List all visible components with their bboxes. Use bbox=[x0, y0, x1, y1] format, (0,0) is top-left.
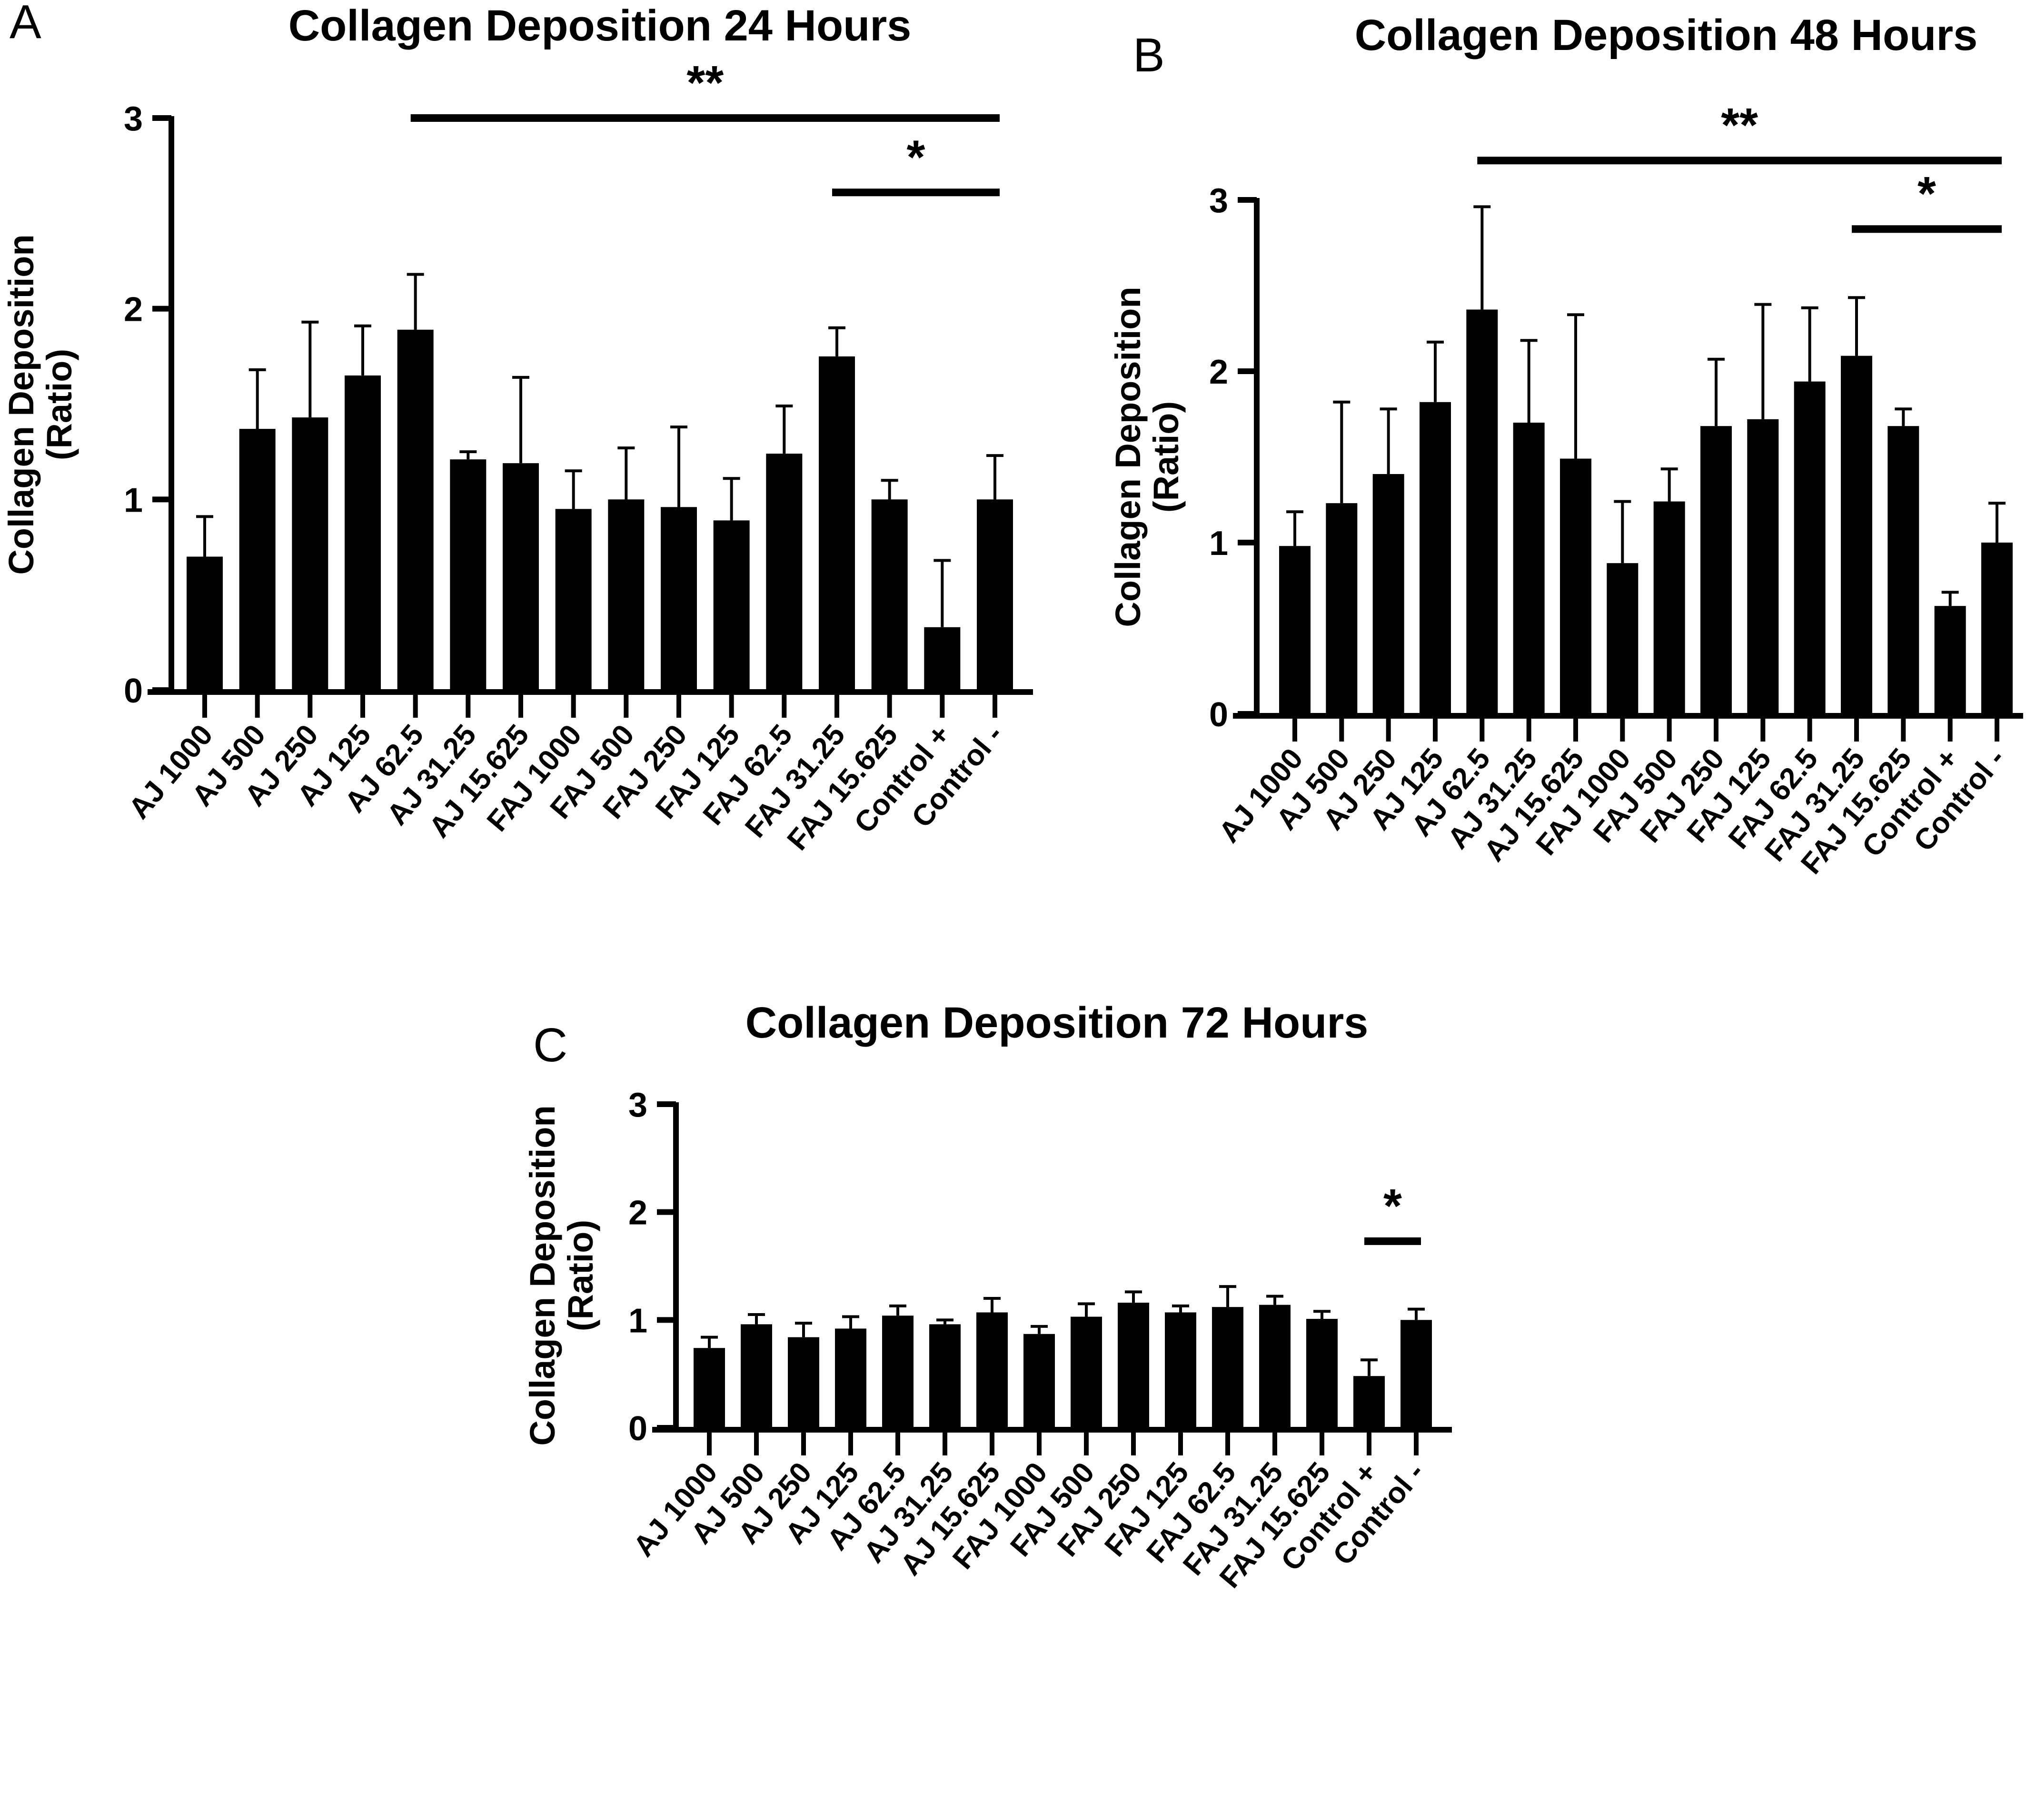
panel-b-letter: B bbox=[1133, 29, 1165, 82]
panel-c-ylabel-line2: (Ratio) bbox=[561, 1220, 600, 1331]
panel-a-bar bbox=[555, 509, 592, 690]
panel-b-bar bbox=[1279, 546, 1311, 714]
panel-a-bar bbox=[661, 507, 697, 690]
panel-b-bar bbox=[1700, 426, 1732, 714]
panel-c-bar bbox=[788, 1337, 819, 1428]
panel-c-bar bbox=[1259, 1305, 1291, 1428]
panel-c-bar bbox=[976, 1312, 1008, 1428]
panel-c-bar bbox=[1118, 1303, 1149, 1428]
panel-b-bar bbox=[1513, 423, 1545, 714]
panel-a-significance-label: ** bbox=[686, 56, 724, 109]
panel-b-bar bbox=[1887, 426, 1919, 714]
panel-a-bar bbox=[766, 454, 803, 690]
panel-c-bar bbox=[1400, 1320, 1432, 1428]
panel-c-letter: C bbox=[533, 1019, 567, 1072]
panel-c-bar bbox=[694, 1348, 725, 1428]
panel-a-bar bbox=[397, 329, 434, 690]
panel-b-significance-label: * bbox=[1917, 167, 1936, 220]
panel-c-significance-label: * bbox=[1383, 1179, 1402, 1233]
panel-c-y-tick-label: 3 bbox=[628, 1086, 647, 1124]
panel-a-letter: A bbox=[10, 0, 41, 49]
panel-a-bar bbox=[239, 429, 276, 690]
panel-a-bar bbox=[450, 459, 487, 690]
panel-c-title: Collagen Deposition 72 Hours bbox=[745, 999, 1369, 1047]
panel-b-y-tick-label: 0 bbox=[1209, 696, 1228, 734]
panel-b-ylabel-line2: (Ratio) bbox=[1146, 401, 1186, 513]
panel-c-bar bbox=[1023, 1334, 1055, 1428]
panel-b-bar bbox=[1794, 381, 1826, 714]
panel-b-bar bbox=[1607, 563, 1639, 714]
panel-c-bar bbox=[929, 1324, 961, 1428]
panel-b-bar bbox=[1326, 503, 1358, 714]
panel-c-bar bbox=[882, 1316, 914, 1428]
panel-c-y-tick-label: 0 bbox=[628, 1410, 647, 1448]
panel-b-ylabel-line1: Collagen Deposition bbox=[1108, 287, 1148, 627]
panel-b-y-tick-label: 2 bbox=[1209, 353, 1228, 391]
panel-a-bar bbox=[503, 463, 539, 690]
panel-b-bar bbox=[1653, 501, 1685, 714]
panel-a-bar bbox=[977, 499, 1013, 690]
panel-a-bar bbox=[819, 356, 855, 690]
panel-a-y-tick-label: 2 bbox=[124, 291, 143, 329]
panel-b: B Collagen Deposition 48 Hours Collagen … bbox=[1108, 11, 1977, 627]
panel-b-title: Collagen Deposition 48 Hours bbox=[1355, 11, 1978, 59]
panel-b-bar bbox=[1981, 543, 2013, 714]
panel-a-y-tick-label: 3 bbox=[124, 100, 143, 138]
panel-a: A Collagen Deposition 24 Hours Collagen … bbox=[1, 0, 911, 575]
panel-a-bar bbox=[345, 375, 381, 690]
panel-c-bar bbox=[741, 1324, 772, 1428]
panel-a-bar bbox=[292, 417, 328, 690]
panel-c-bar bbox=[1165, 1312, 1196, 1428]
panel-c-bar bbox=[1353, 1376, 1385, 1428]
panel-c-bar bbox=[1212, 1307, 1243, 1428]
panel-c-bar bbox=[1306, 1319, 1338, 1428]
panel-b-bar bbox=[1372, 474, 1404, 714]
panel-a-bar bbox=[871, 499, 908, 690]
panel-c: C Collagen Deposition 72 Hours Collagen … bbox=[523, 999, 1368, 1446]
panel-a-y-tick-label: 0 bbox=[124, 672, 143, 710]
panel-c-bar bbox=[835, 1328, 866, 1428]
panel-a-y-tick-label: 1 bbox=[124, 481, 143, 519]
panel-b-bar bbox=[1934, 606, 1966, 714]
panel-b-significance-label: ** bbox=[1721, 99, 1758, 152]
panel-b-bar bbox=[1747, 419, 1779, 714]
panel-b-bar bbox=[1560, 458, 1591, 714]
panel-a-ylabel-line2: (Ratio) bbox=[40, 349, 79, 460]
panel-b-bar bbox=[1420, 402, 1451, 714]
panel-a-bar bbox=[608, 499, 645, 690]
panel-c-ylabel-line1: Collagen Deposition bbox=[523, 1105, 562, 1445]
panel-b-y-tick-label: 1 bbox=[1209, 524, 1228, 563]
panel-b-bar bbox=[1841, 356, 1872, 714]
panel-b-y-tick-label: 3 bbox=[1209, 182, 1228, 220]
panel-a-title: Collagen Deposition 24 Hours bbox=[288, 1, 912, 50]
panel-a-bar bbox=[924, 627, 961, 690]
panel-a-ylabel-line1: Collagen Deposition bbox=[1, 234, 41, 574]
panel-b-bar bbox=[1466, 309, 1498, 714]
panel-c-y-tick-label: 2 bbox=[628, 1194, 647, 1232]
panel-c-bar bbox=[1071, 1316, 1102, 1428]
panel-a-bar bbox=[713, 520, 750, 690]
panel-a-bar bbox=[187, 556, 223, 690]
panel-a-significance-label: * bbox=[907, 130, 925, 184]
panel-c-y-tick-label: 1 bbox=[628, 1302, 647, 1340]
